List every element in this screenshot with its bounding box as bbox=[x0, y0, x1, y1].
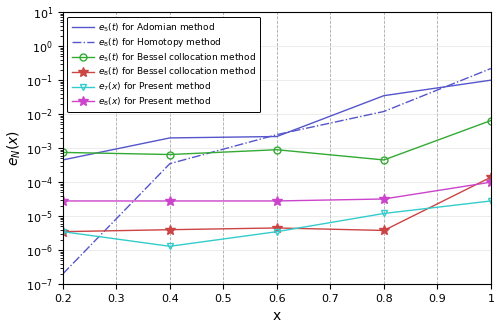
Y-axis label: $e_N(x)$: $e_N(x)$ bbox=[6, 130, 23, 166]
Line: $e_5(t)$ for Adomian method: $e_5(t)$ for Adomian method bbox=[63, 80, 491, 160]
Line: $e_5(t)$ for Bessel collocation method: $e_5(t)$ for Bessel collocation method bbox=[60, 117, 494, 164]
Legend: $e_5(t)$ for Adomian method, $e_8(t)$ for Homotopy method, $e_5(t)$ for Bessel c: $e_5(t)$ for Adomian method, $e_8(t)$ fo… bbox=[68, 17, 260, 113]
$e_7(x)$ for Present method bbox=[274, 230, 280, 234]
$e_8(t)$ for Homotopy method bbox=[274, 133, 280, 137]
$e_8(t)$ for Bessel collocation method bbox=[381, 228, 387, 232]
$e_5(t)$ for Bessel collocation method bbox=[274, 148, 280, 152]
$e_5(t)$ for Bessel collocation method bbox=[60, 150, 66, 154]
$e_5(t)$ for Adomian method bbox=[274, 135, 280, 139]
$e_7(x)$ for Present method bbox=[381, 212, 387, 215]
$e_7(x)$ for Present method bbox=[167, 244, 173, 248]
$e_5(t)$ for Adomian method bbox=[488, 78, 494, 82]
Line: $e_8(t)$ for Homotopy method: $e_8(t)$ for Homotopy method bbox=[63, 68, 491, 274]
$e_8(t)$ for Homotopy method bbox=[488, 66, 494, 70]
$e_8(t)$ for Bessel collocation method bbox=[60, 230, 66, 234]
$e_8(t)$ for Bessel collocation method bbox=[167, 228, 173, 232]
X-axis label: x: x bbox=[272, 310, 281, 323]
$e_5(t)$ for Adomian method bbox=[60, 158, 66, 162]
$e_8(t)$ for Homotopy method bbox=[167, 162, 173, 165]
$e_5(t)$ for Bessel collocation method bbox=[167, 153, 173, 157]
$e_8(t)$ for Bessel collocation method bbox=[488, 175, 494, 179]
$e_8(x)$ for Present method bbox=[60, 199, 66, 203]
$e_5(t)$ for Adomian method bbox=[381, 94, 387, 98]
Line: $e_8(x)$ for Present method: $e_8(x)$ for Present method bbox=[58, 177, 496, 206]
$e_8(t)$ for Homotopy method bbox=[381, 110, 387, 114]
$e_5(t)$ for Adomian method bbox=[167, 136, 173, 140]
Line: $e_8(t)$ for Bessel collocation method: $e_8(t)$ for Bessel collocation method bbox=[58, 172, 496, 237]
$e_7(x)$ for Present method bbox=[60, 230, 66, 234]
$e_8(t)$ for Homotopy method bbox=[60, 272, 66, 276]
$e_8(x)$ for Present method bbox=[381, 197, 387, 201]
$e_8(x)$ for Present method bbox=[274, 199, 280, 203]
$e_8(x)$ for Present method bbox=[488, 180, 494, 184]
$e_8(t)$ for Bessel collocation method bbox=[274, 226, 280, 230]
$e_7(x)$ for Present method bbox=[488, 199, 494, 203]
$e_5(t)$ for Bessel collocation method bbox=[381, 158, 387, 162]
$e_5(t)$ for Bessel collocation method bbox=[488, 118, 494, 122]
$e_8(x)$ for Present method bbox=[167, 199, 173, 203]
Line: $e_7(x)$ for Present method: $e_7(x)$ for Present method bbox=[60, 197, 494, 250]
